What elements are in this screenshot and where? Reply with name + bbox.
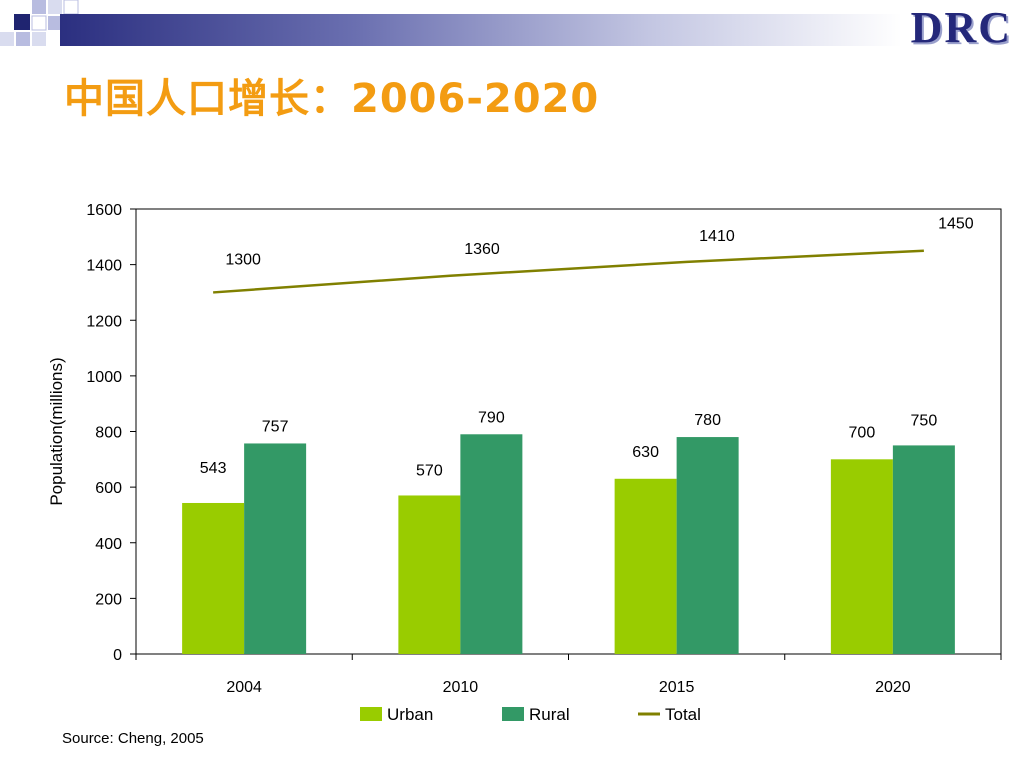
legend-label-total: Total (665, 705, 701, 724)
y-tick-label: 800 (95, 425, 122, 442)
y-axis-label: Population(millions) (47, 357, 66, 505)
bar-rural (892, 445, 955, 654)
legend-label-urban: Urban (387, 705, 433, 724)
data-label-urban: 570 (416, 462, 443, 479)
bar-urban (182, 502, 245, 654)
y-tick-label: 400 (95, 536, 122, 553)
data-label-total: 1300 (225, 251, 261, 268)
x-tick-label: 2020 (875, 679, 911, 696)
y-tick-label: 1200 (86, 313, 122, 330)
data-label-total: 1450 (938, 216, 974, 233)
bar-rural (460, 434, 523, 654)
data-label-urban: 543 (200, 460, 227, 477)
bar-urban (830, 459, 893, 654)
legend-swatch-urban (360, 707, 382, 721)
y-tick-label: 1400 (86, 258, 122, 275)
x-tick-label: 2004 (226, 679, 262, 696)
bar-rural (676, 437, 739, 654)
decorative-squares (0, 0, 79, 46)
bar-urban (614, 478, 677, 654)
data-label-rural: 790 (478, 409, 505, 426)
y-tick-label: 200 (95, 591, 122, 608)
series-line-total (213, 249, 924, 294)
data-label-total: 1360 (464, 241, 500, 258)
drc-logo: DRC (910, 3, 1012, 52)
page-title: 中国人口增长：2006-2020 (64, 76, 600, 122)
header-banner (60, 14, 902, 46)
y-tick-label: 0 (113, 647, 122, 664)
y-tick-label: 600 (95, 480, 122, 497)
y-tick-label: 1000 (86, 369, 122, 386)
data-label-urban: 630 (632, 444, 659, 461)
x-tick-label: 2015 (659, 679, 695, 696)
legend-swatch-rural (502, 707, 524, 721)
bar-rural (244, 443, 307, 654)
data-label-rural: 750 (911, 412, 938, 429)
source-note: Source: Cheng, 2005 (62, 730, 204, 747)
bar-urban (398, 495, 461, 654)
x-tick-label: 2010 (443, 679, 479, 696)
data-label-rural: 757 (262, 418, 289, 435)
legend-label-rural: Rural (529, 705, 570, 724)
data-label-rural: 780 (694, 412, 721, 429)
data-label-urban: 700 (849, 424, 876, 441)
data-label-total: 1410 (699, 228, 735, 245)
y-tick-label: 1600 (86, 202, 122, 219)
